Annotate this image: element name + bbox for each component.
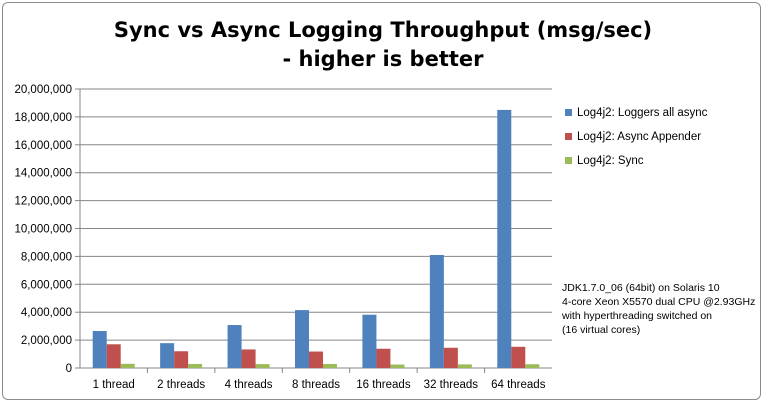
bar: [525, 364, 540, 368]
y-tick-label: 4,000,000: [21, 307, 72, 319]
bar: [457, 364, 472, 368]
bar: [160, 343, 175, 368]
bar: [241, 349, 256, 368]
y-tick-label: 0: [66, 363, 72, 375]
legend-swatch: [565, 109, 572, 116]
bar: [188, 363, 203, 368]
chart-title-line: - higher is better: [282, 47, 484, 71]
annotation-text: (16 virtual cores): [562, 324, 640, 336]
bar: [376, 348, 391, 368]
bar: [295, 310, 309, 368]
legend-swatch: [565, 133, 572, 140]
y-tick-label: 10,000,000: [14, 224, 72, 236]
bar: [227, 325, 242, 368]
annotation-text: JDK1.7.0_06 (64bit) on Solaris 10: [562, 282, 720, 294]
y-tick-label: 18,000,000: [14, 112, 72, 124]
chart-title-line: Sync vs Async Logging Throughput (msg/se…: [114, 18, 652, 42]
bar: [106, 344, 121, 368]
annotation-text: 4-core Xeon X5570 dual CPU @2.93GHz: [562, 296, 755, 308]
bar: [429, 255, 444, 368]
bar: [390, 364, 405, 368]
y-tick-label: 2,000,000: [21, 335, 72, 347]
legend-swatch: [565, 157, 572, 164]
y-tick-label: 16,000,000: [14, 140, 72, 152]
bar: [443, 347, 458, 368]
bar: [120, 363, 135, 368]
x-tick-label: 8 threads: [292, 379, 340, 391]
y-tick-label: 12,000,000: [14, 196, 72, 208]
bar: [323, 363, 337, 368]
x-tick-label: 2 threads: [157, 379, 205, 391]
x-tick-label: 4 threads: [225, 379, 273, 391]
legend-label: Log4j2: Sync: [577, 155, 644, 167]
annotation-text: with hyperthreading switched on: [561, 310, 712, 322]
bar: [497, 109, 512, 369]
y-tick-label: 14,000,000: [14, 168, 72, 180]
bar: [309, 351, 323, 368]
bar: [174, 351, 189, 368]
x-tick-label: 32 threads: [424, 379, 479, 391]
bar: [511, 346, 526, 368]
x-tick-label: 16 threads: [356, 379, 411, 391]
y-tick-label: 6,000,000: [21, 279, 72, 291]
x-tick-label: 64 threads: [491, 379, 546, 391]
x-tick-label: 1 thread: [93, 379, 135, 391]
legend-label: Log4j2: Loggers all async: [577, 107, 708, 119]
bar: [362, 314, 377, 368]
bar: [92, 331, 107, 368]
bar: [255, 364, 270, 368]
y-tick-label: 20,000,000: [14, 84, 72, 96]
legend-label: Log4j2: Async Appender: [577, 131, 701, 143]
y-tick-label: 8,000,000: [21, 251, 72, 263]
